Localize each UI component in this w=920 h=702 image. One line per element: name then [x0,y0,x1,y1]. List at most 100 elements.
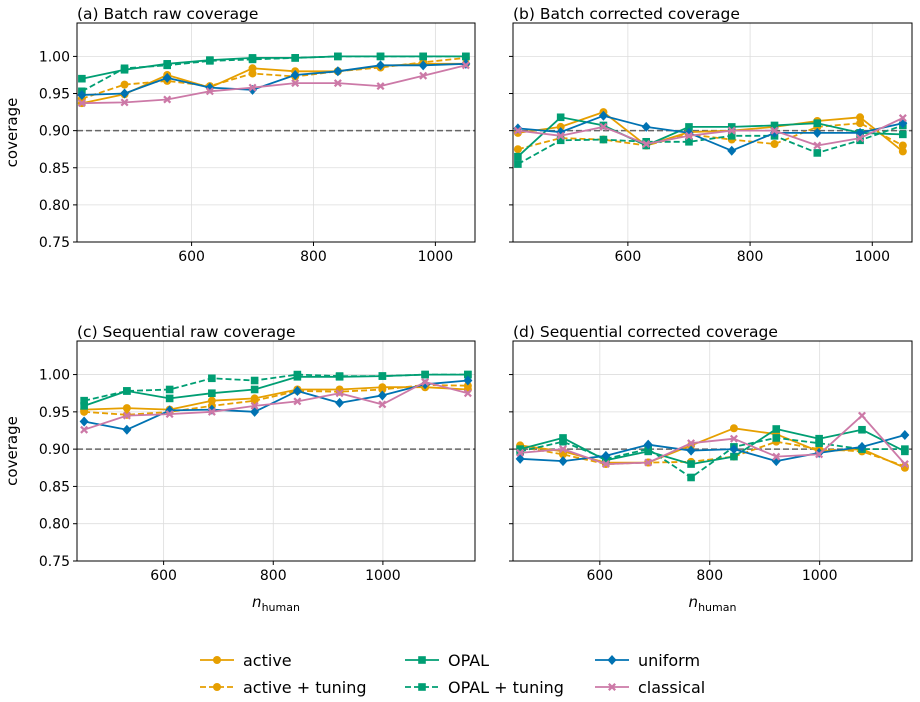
y-tick-label: 0.80 [39,517,70,533]
data-point [291,79,300,88]
data-point [248,55,257,64]
data-point [730,452,738,461]
x-tick-label: 1000 [365,568,401,584]
data-point [815,450,824,459]
data-point [378,385,387,394]
data-point [463,375,473,386]
data-point [599,122,608,131]
data-point [898,147,907,156]
series-line-opal-tuning [83,373,468,402]
data-point [123,387,131,395]
data-point [80,407,89,416]
data-point [250,401,259,410]
data-point [559,445,568,454]
data-point [513,126,522,135]
data-point [206,57,214,65]
axes-frame [512,340,913,562]
data-point [376,82,385,91]
data-point [335,389,344,398]
data-point [770,121,779,130]
data-point [378,372,387,380]
data-point [727,145,737,156]
data-point [78,74,86,83]
data-point [165,410,174,419]
data-point [900,460,909,469]
series-active-tuning [513,119,907,154]
y-axis-label: coverage [3,416,21,486]
data-point [516,448,525,457]
data-point [248,69,257,78]
legend-entry-opal: OPAL [405,651,489,670]
data-point [80,425,89,434]
data-point [80,402,88,410]
data-point [120,88,130,99]
data-point [334,52,342,61]
x-tick-label: 800 [696,568,723,584]
data-point [772,434,781,442]
series-line-opal-tuning [81,55,466,93]
x-tick-label: 800 [737,249,764,265]
legend-label: OPAL + tuning [448,678,564,697]
series-uniform [513,110,908,156]
legend-entry-uniform: uniform [595,651,700,670]
y-tick-label: 0.75 [39,235,70,251]
legend-entry-classical: classical [595,678,705,697]
y-axis-label: coverage [3,98,21,168]
y-tick-label: 0.75 [39,554,70,570]
data-point [772,425,781,433]
series-opal-tuning [514,121,907,168]
y-tick-label: 0.85 [39,161,70,177]
data-point [378,400,387,409]
data-point [598,110,608,121]
y-tick-label: 0.85 [39,479,70,495]
legend-marker [418,683,426,691]
y-tick-label: 0.90 [39,124,70,140]
legend-marker [608,683,616,691]
data-point [208,389,216,398]
data-point [462,52,470,61]
x-tick-label: 600 [150,568,177,584]
data-point [770,140,779,149]
legend-marker [607,655,617,665]
data-point [514,160,522,168]
data-point [813,141,822,150]
data-point [463,381,472,390]
data-point [290,69,300,80]
series-line-opal-tuning [517,124,904,165]
series-line-uniform [83,379,468,431]
data-point [727,123,736,131]
data-point [643,439,653,450]
data-point [120,80,129,89]
data-point [293,370,302,379]
data-point [601,460,610,469]
data-point [376,60,386,71]
data-point [898,141,907,150]
series-line-classical [83,381,469,431]
data-point [558,456,568,467]
series-line-active [84,386,468,411]
series-line-uniform [520,434,906,463]
data-point [292,385,302,396]
data-point [205,87,214,96]
legend-marker [213,656,221,664]
data-point [727,126,736,135]
data-point [122,411,131,420]
data-point [687,473,695,482]
legend-label: active + tuning [243,678,367,697]
data-point [163,95,172,104]
data-point [421,378,430,387]
data-point [687,460,695,468]
series-opal [514,113,907,161]
axes-frame [76,340,476,562]
data-point [770,126,779,135]
series-line-classical [81,64,467,105]
data-point [729,434,738,443]
data-point [120,64,129,73]
data-point [857,411,866,420]
series-classical [516,411,909,469]
data-point [421,370,429,379]
data-point [556,122,565,131]
data-point [376,52,385,61]
panel-title: (a) Batch raw coverage [77,5,258,23]
data-point [120,98,129,107]
